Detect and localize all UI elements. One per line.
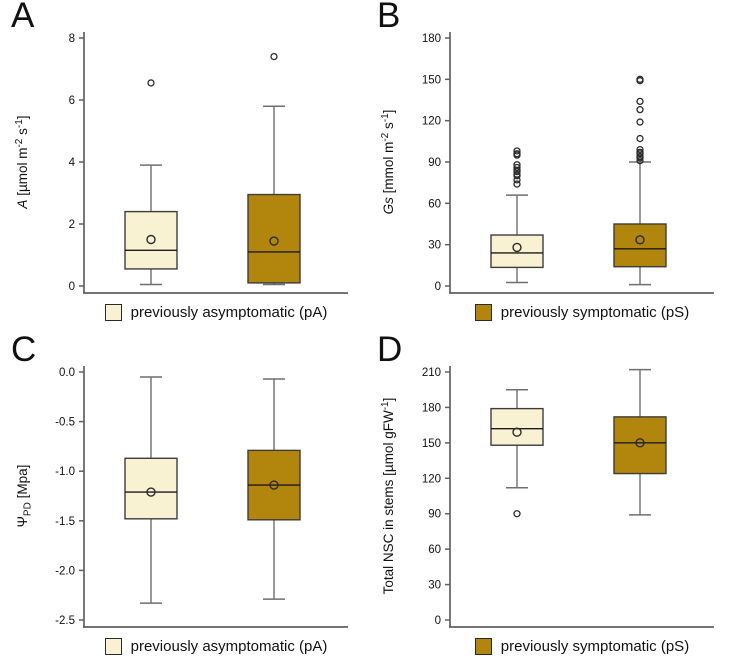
panel-b-plot: 0 30 60 90 120 150 180 Gs [mmol m-2 s-1] (380, 32, 714, 294)
y-tick-label: 90 (428, 509, 441, 521)
outlier-point (513, 170, 521, 179)
y-tick-label: 6 (69, 95, 75, 107)
panel-c-plot: 0.0 -0.5 -1.0 -1.5 -2.0 -2.5 ΨPD [Mpa] (15, 366, 348, 628)
y-tick-label: 60 (428, 198, 441, 210)
legend-swatch (104, 303, 122, 321)
mean-marker (146, 487, 156, 497)
y-tick-label: -0.5 (55, 417, 75, 429)
y-axis-title: A [µmol m-2 s-1] (14, 115, 30, 209)
outlier-point (636, 118, 644, 126)
box-pS (247, 52, 301, 286)
outlier-point (636, 97, 644, 106)
panel-b-legend: previously symptomatic (pS) (450, 301, 714, 323)
y-tick-label: -1.0 (55, 466, 75, 478)
box-pA (490, 147, 544, 284)
box-pA (124, 79, 178, 286)
panel-c: C 0.0 -0.5 -1.0 -1.5 -2.0 -2.5 ΨPD [Mpa] previ… (0, 330, 366, 668)
legend-swatch (104, 637, 122, 655)
outlier-point (513, 163, 521, 172)
y-tick-label: 90 (428, 157, 441, 169)
panel-a-plot: 0 2 4 6 8 A [µmol m-2 s-1] (14, 32, 348, 294)
panel-a-legend: previously asymptomatic (pA) (84, 301, 348, 323)
outlier-point (513, 161, 521, 169)
panel-a-letter: A (11, 0, 35, 35)
y-tick-label: 60 (428, 544, 441, 556)
outlier-point (636, 148, 644, 157)
outlier-point (636, 75, 644, 83)
legend-label: previously asymptomatic (pA) (130, 637, 328, 655)
y-tick-label: 8 (69, 33, 75, 45)
panel-b: B 0 30 60 90 120 150 180 Gs [mmol m-2 s-1] prev… (366, 0, 732, 334)
y-tick-label: 150 (422, 74, 441, 86)
y-tick-label: 180 (422, 402, 441, 414)
iqr-box (490, 407, 544, 446)
y-tick-label: 0 (435, 615, 441, 627)
legend-swatch (474, 303, 492, 321)
y-tick-label: 120 (422, 116, 441, 128)
legend-swatch (474, 637, 492, 655)
box-pS (613, 75, 667, 286)
mean-marker (146, 234, 156, 245)
outlier-point (147, 79, 155, 87)
outlier-point (636, 105, 644, 114)
box-pA (490, 388, 544, 518)
panel-d-plot: 0 30 60 90 120 150 180 210 Total NSC in stems [µ… (380, 366, 714, 628)
y-tick-label: -2.0 (55, 565, 75, 577)
box-pS (613, 368, 667, 516)
mean-marker (269, 236, 279, 246)
outlier-point (513, 147, 521, 155)
outlier-point (636, 145, 644, 154)
y-tick-label: 180 (422, 33, 441, 45)
box-pA (124, 376, 178, 604)
iqr-box (247, 193, 301, 284)
box-pS (247, 378, 301, 600)
y-tick-label: -1.5 (55, 516, 75, 528)
legend-label: previously symptomatic (pS) (500, 303, 690, 321)
y-tick-label: 0 (69, 281, 75, 293)
y-tick-label: 120 (422, 473, 441, 485)
legend-label: previously symptomatic (pS) (500, 637, 690, 655)
outlier-point (636, 156, 644, 165)
mean-marker (512, 242, 522, 253)
iqr-box (124, 210, 178, 270)
outlier-point (513, 150, 521, 158)
panel-c-letter: C (11, 330, 37, 369)
iqr-box (613, 416, 667, 475)
y-axis-title: ΨPD [Mpa] (15, 465, 34, 528)
outlier-point (513, 510, 521, 518)
panel-d-legend: previously symptomatic (pS) (450, 635, 714, 657)
y-tick-label: 2 (69, 219, 75, 231)
mean-marker (635, 235, 645, 245)
legend-label: previously asymptomatic (pA) (130, 303, 328, 321)
y-tick-label: 30 (428, 580, 441, 592)
mean-marker (635, 438, 645, 448)
y-axis-title: Total NSC in stems [µmol gFW-1] (380, 398, 396, 595)
panel-d-letter: D (377, 330, 403, 369)
outlier-point (513, 180, 521, 188)
panel-d: D 0 30 60 90 120 150 180 210 Total NSC in stems … (366, 330, 732, 668)
panel-b-letter: B (377, 0, 401, 35)
y-tick-label: 150 (422, 438, 441, 450)
panel-a: A 0 2 4 6 8 A [µmol m-2 s-1] previously asymp… (0, 0, 366, 334)
y-tick-label: 0 (435, 281, 441, 293)
y-tick-label: 4 (69, 157, 76, 169)
y-tick-label: 210 (422, 367, 441, 379)
y-tick-label: 30 (428, 240, 441, 252)
iqr-box (613, 223, 667, 268)
panel-c-legend: previously asymptomatic (pA) (84, 635, 348, 657)
y-axis-title: Gs [mmol m-2 s-1] (380, 110, 396, 215)
mean-marker (269, 480, 279, 490)
outlier-point (270, 52, 278, 61)
y-tick-label: 0.0 (59, 367, 75, 379)
mean-marker (512, 427, 522, 437)
outlier-point (636, 152, 644, 161)
outlier-point (636, 134, 644, 143)
y-tick-label: -2.5 (55, 615, 75, 627)
